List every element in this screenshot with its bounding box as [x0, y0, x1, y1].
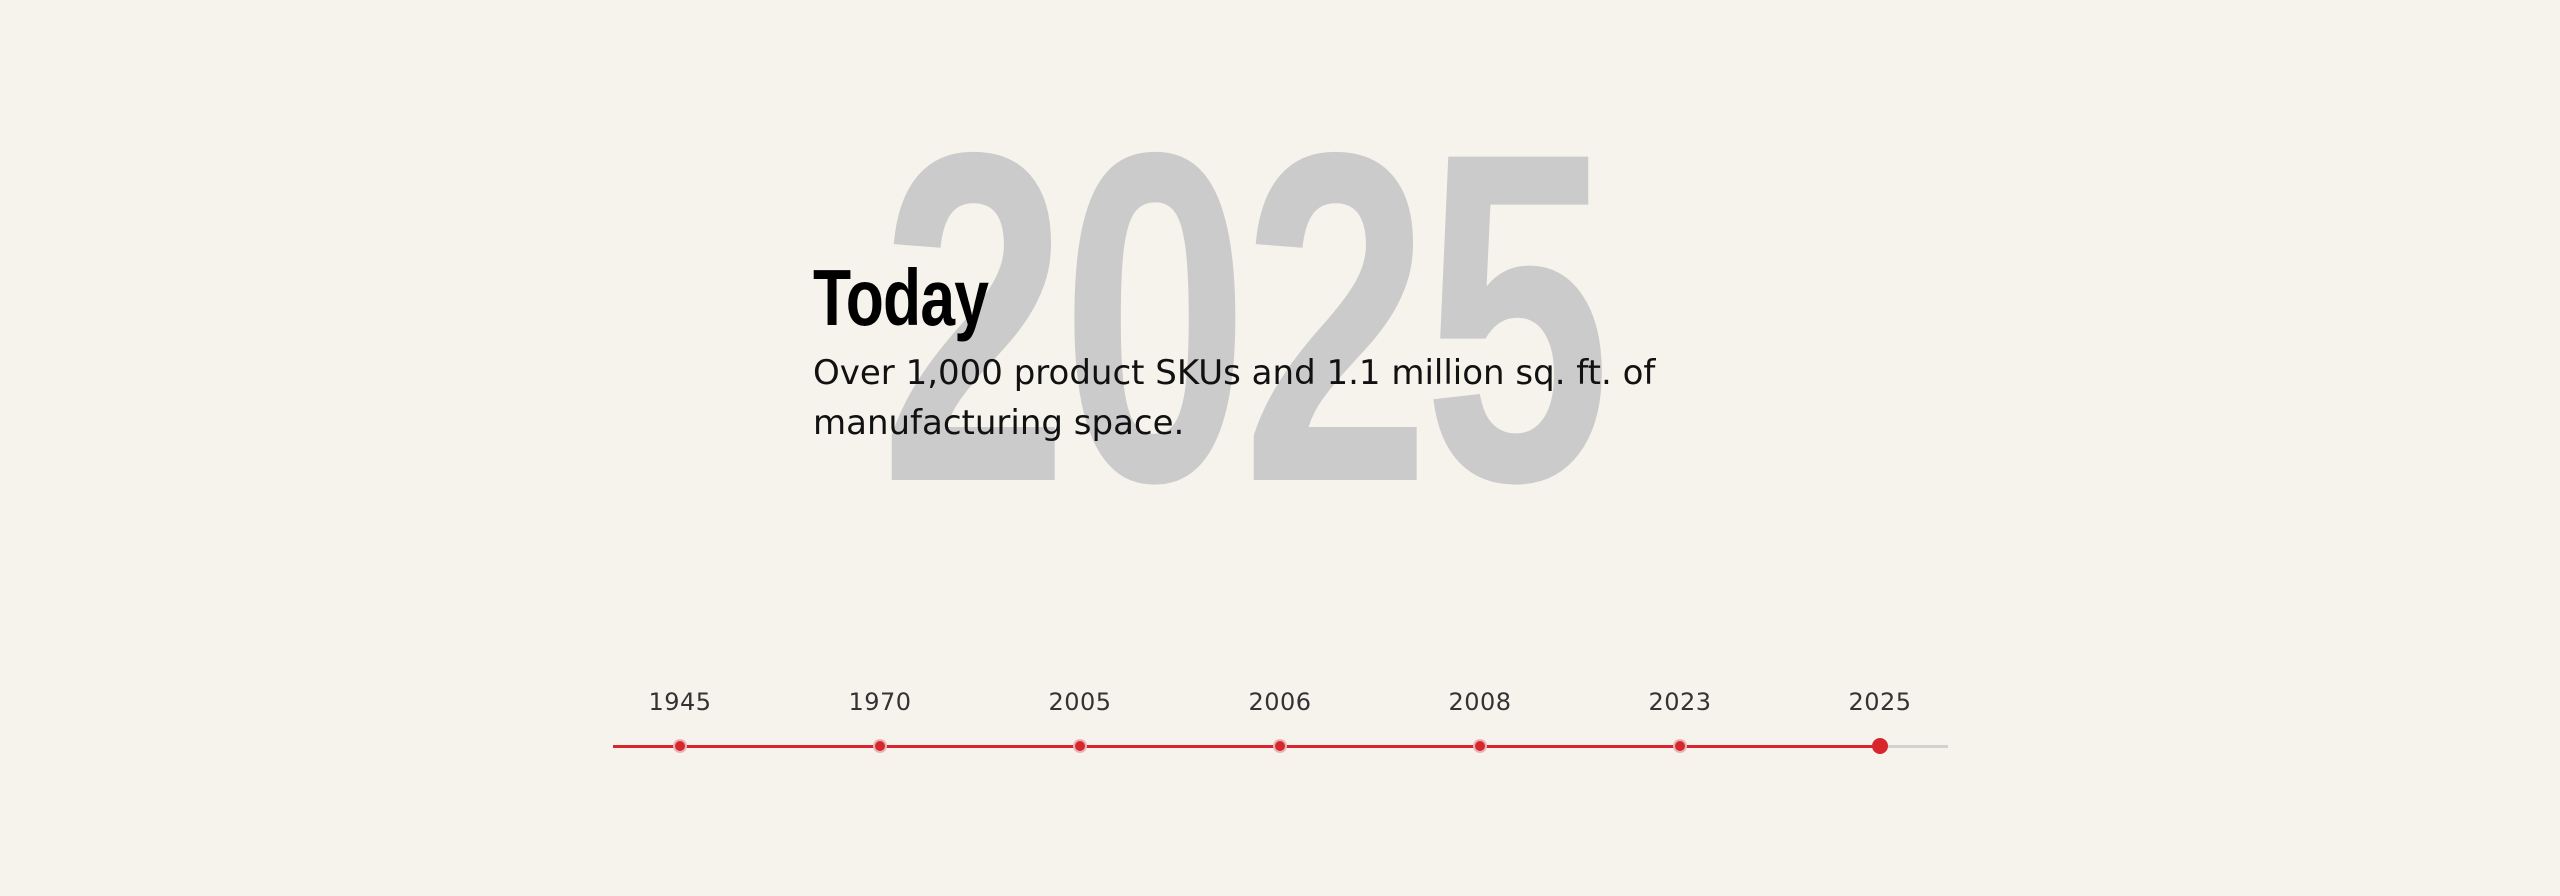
timeline-dot[interactable]: [1075, 741, 1085, 751]
milestone-title: Today: [813, 253, 989, 342]
milestone-content: Today Over 1,000 product SKUs and 1.1 mi…: [813, 258, 1713, 448]
timeline-year-label: 2006: [1248, 688, 1312, 716]
timeline-item-2008[interactable]: 2008: [1420, 680, 1540, 760]
timeline-year-label: 2025: [1848, 688, 1912, 716]
timeline-item-2025[interactable]: 2025: [1820, 680, 1940, 760]
timeline-item-1970[interactable]: 1970: [820, 680, 940, 760]
timeline-dot[interactable]: [1675, 741, 1685, 751]
milestone-description: Over 1,000 product SKUs and 1.1 million …: [813, 353, 1656, 443]
timeline-dot[interactable]: [1475, 741, 1485, 751]
timeline-item-2023[interactable]: 2023: [1620, 680, 1740, 760]
timeline-dot[interactable]: [1275, 741, 1285, 751]
timeline-year-label: 1945: [648, 688, 712, 716]
timeline-year-label: 1970: [848, 688, 912, 716]
timeline-dot[interactable]: [875, 741, 885, 751]
timeline-year-label: 2008: [1448, 688, 1512, 716]
timeline-progress: [613, 745, 1880, 748]
timeline-item-2005[interactable]: 2005: [1020, 680, 1140, 760]
timeline-dot-active[interactable]: [1872, 738, 1888, 754]
timeline-year-label: 2023: [1648, 688, 1712, 716]
timeline-item-2006[interactable]: 2006: [1220, 680, 1340, 760]
timeline-year-label: 2005: [1048, 688, 1112, 716]
timeline-item-1945[interactable]: 1945: [620, 680, 740, 760]
timeline-dot[interactable]: [675, 741, 685, 751]
timeline: 1945 1970 2005 2006 2008 2023 2025: [613, 680, 1948, 760]
